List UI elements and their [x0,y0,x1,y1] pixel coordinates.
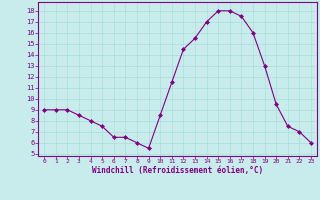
X-axis label: Windchill (Refroidissement éolien,°C): Windchill (Refroidissement éolien,°C) [92,166,263,175]
